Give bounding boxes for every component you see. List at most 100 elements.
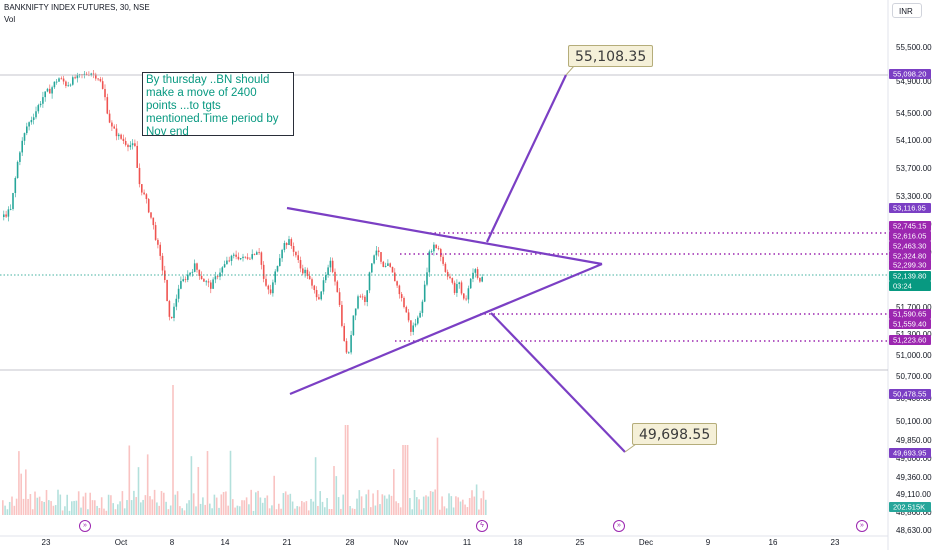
- candle-body: [350, 335, 352, 353]
- candle-body: [318, 297, 320, 300]
- volume-bar: [110, 495, 112, 515]
- candle-body: [49, 88, 51, 94]
- volume-bar: [324, 507, 326, 515]
- volume-bar: [420, 509, 423, 515]
- candle-body: [32, 117, 35, 120]
- currency-selector[interactable]: INR: [892, 3, 922, 18]
- candle-body: [239, 258, 242, 260]
- candle-body: [223, 264, 226, 268]
- volume-bar: [305, 501, 308, 515]
- candle-body: [394, 272, 396, 282]
- volume-bar: [303, 502, 305, 515]
- volume-bar: [386, 498, 388, 515]
- candle-body: [449, 276, 451, 279]
- price-badge: [889, 389, 931, 399]
- volume-bar: [71, 501, 73, 515]
- volume-bar: [298, 506, 301, 515]
- volume-bar: [20, 473, 22, 515]
- y-tick-label: 49,600.00: [896, 454, 932, 463]
- candle-body: [435, 244, 437, 249]
- candle-body: [419, 312, 421, 318]
- scroll-marker-icon[interactable]: »: [613, 520, 625, 532]
- candle-body: [338, 292, 341, 305]
- volume-bar: [243, 500, 246, 515]
- volume-bar: [29, 493, 32, 515]
- candle-body: [437, 248, 440, 250]
- volume-bar: [241, 500, 243, 515]
- volume-bar: [282, 493, 285, 515]
- candle-body: [67, 85, 69, 87]
- candle-body: [292, 246, 295, 252]
- candle-body: [375, 250, 378, 256]
- candle-body: [410, 320, 412, 332]
- volume-bar: [105, 510, 108, 515]
- candle-body: [428, 251, 431, 273]
- volume-bar: [61, 510, 64, 515]
- volume-bar: [356, 498, 358, 515]
- candle-body: [65, 81, 67, 87]
- volume-bar: [34, 491, 36, 515]
- candle-body: [74, 77, 76, 79]
- candle-body: [161, 255, 164, 271]
- candle-body: [249, 258, 251, 260]
- volume-bar: [22, 498, 25, 515]
- x-tick-label: 18: [514, 538, 523, 547]
- volume-bar: [11, 496, 13, 515]
- candle-body: [193, 263, 196, 272]
- flash-icon[interactable]: ϟ: [476, 520, 488, 532]
- candle-body: [329, 260, 332, 268]
- volume-bar: [163, 492, 165, 515]
- volume-bar: [342, 494, 344, 515]
- volume-bar: [158, 505, 160, 515]
- candle-body: [302, 268, 304, 274]
- y-tick-label: 55,500.00: [896, 43, 932, 52]
- volume-bar: [429, 491, 432, 515]
- candle-body: [331, 260, 334, 272]
- triangle-upper-trendline: [286, 206, 603, 266]
- candle-body: [233, 254, 235, 256]
- candle-body: [336, 281, 339, 293]
- candle-body: [26, 126, 28, 134]
- candle-body: [421, 301, 424, 313]
- volume-bar: [41, 501, 43, 515]
- candle-body: [28, 122, 30, 127]
- candle-body: [182, 279, 184, 282]
- candle-body: [83, 73, 86, 75]
- volume-bar: [301, 501, 303, 515]
- candle-body: [134, 143, 136, 146]
- candle-body: [453, 282, 456, 293]
- volume-bar: [367, 489, 370, 515]
- candle-body: [423, 284, 426, 302]
- volume-bar: [370, 507, 372, 515]
- volume-bar: [406, 445, 409, 515]
- volume-bar: [480, 498, 482, 515]
- volume-bar: [199, 503, 202, 515]
- candle-body: [354, 308, 357, 316]
- lower-target-callout[interactable]: 49,698.55: [632, 423, 718, 445]
- candle-body: [203, 279, 205, 282]
- volume-bar: [126, 500, 128, 515]
- candle-body: [265, 278, 267, 286]
- volume-bar: [287, 494, 289, 515]
- candle-body: [7, 209, 10, 217]
- volume-bar: [252, 510, 255, 515]
- candle-body: [352, 315, 355, 336]
- scroll-marker-icon[interactable]: »: [856, 520, 868, 532]
- candle-body: [442, 256, 444, 264]
- volume-bar: [181, 508, 183, 515]
- volume-bar: [471, 490, 473, 515]
- candle-body: [398, 285, 401, 295]
- upper-target-callout[interactable]: 55,108.35: [568, 45, 654, 67]
- volume-bar: [36, 497, 39, 515]
- volume-bar: [174, 494, 177, 515]
- volume-bar: [2, 500, 4, 515]
- candle-body: [170, 316, 173, 319]
- annotation-note[interactable]: By thursday ..BN should make a move of 2…: [142, 72, 294, 138]
- y-tick-label: 50,700.00: [896, 372, 932, 381]
- candle-body: [262, 264, 265, 279]
- volume-bar: [4, 505, 6, 515]
- candle-body: [115, 128, 118, 137]
- price-badge: [889, 203, 931, 213]
- scroll-marker-icon[interactable]: »: [79, 520, 91, 532]
